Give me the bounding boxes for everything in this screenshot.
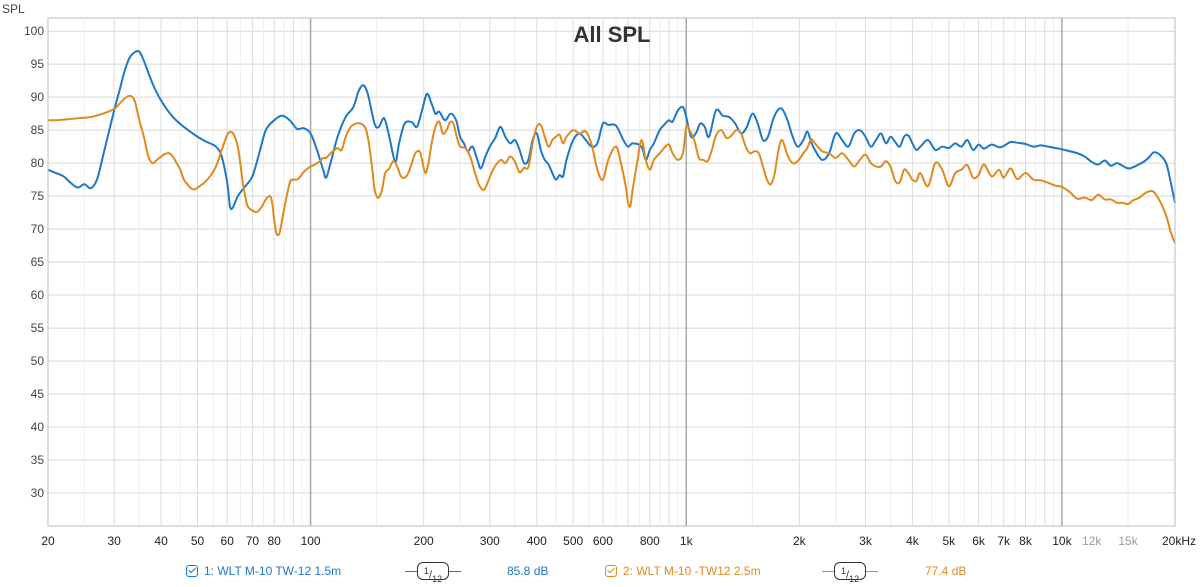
chart-grid xyxy=(47,18,1176,526)
x-tick-label: 600 xyxy=(593,534,613,548)
x-tick-label: 20 xyxy=(41,534,55,548)
x-tick-label: 60 xyxy=(221,534,235,548)
series-1-level-value: 85.8 dB xyxy=(507,564,549,578)
x-tick-label: 100 xyxy=(301,534,321,548)
y-tick-label: 80 xyxy=(31,156,45,170)
y-tick-label: 100 xyxy=(24,24,44,38)
series-2-smoothing-num: 1 xyxy=(841,566,847,576)
series-2-smoothing-den: 12 xyxy=(849,573,860,584)
x-tick-label: 400 xyxy=(527,534,547,548)
x-tick-label: 200 xyxy=(414,534,434,548)
y-tick-label: 50 xyxy=(31,354,45,368)
x-tick-label: 80 xyxy=(267,534,281,548)
x-tick-label: 70 xyxy=(246,534,260,548)
series-1-checkbox[interactable] xyxy=(186,565,198,577)
legend-item-1: 1: WLT M-10 TW-12 1.5m xyxy=(186,561,341,581)
x-tick-label: 3k xyxy=(859,534,873,548)
y-tick-label: 55 xyxy=(31,321,45,335)
x-tick-label: 800 xyxy=(640,534,660,548)
x-tick-label: 10k xyxy=(1052,534,1072,548)
x-tick-label: 50 xyxy=(191,534,205,548)
y-tick-label: 40 xyxy=(31,420,45,434)
series-1-smoothing-num: 1 xyxy=(424,566,430,576)
x-tick-label: 500 xyxy=(563,534,583,548)
y-tick-label: 45 xyxy=(31,387,45,401)
series-1-smoothing-den: 12 xyxy=(432,573,443,584)
y-tick-label: 75 xyxy=(31,189,45,203)
chart-series xyxy=(47,49,1176,244)
chart-title: All SPL xyxy=(573,22,650,47)
series-2-label[interactable]: 2: WLT M-10 -TW12 2.5m xyxy=(623,564,761,578)
y-tick-label: 65 xyxy=(31,255,45,269)
series-1-level: 85.8 dB xyxy=(507,561,548,581)
x-tick-label: 5k xyxy=(942,534,956,548)
spl-chart: 100 95 90 85 80 75 70 65 60 55 50 45 40 35 30 20 30 40 50… xyxy=(2,2,1196,548)
x-tick-label: 15k xyxy=(1118,534,1138,548)
x-tick-label: 4k xyxy=(906,534,920,548)
x-tick-label: 40 xyxy=(154,534,168,548)
x-tick-label: 8k xyxy=(1019,534,1033,548)
plot-frame xyxy=(47,17,1176,527)
series-1-line xyxy=(47,49,1176,211)
y-tick-label: 70 xyxy=(31,222,45,236)
x-tick-label: 7k xyxy=(997,534,1011,548)
y-tick-label: 95 xyxy=(31,57,45,71)
series-2-smoothing[interactable]: 1/12 xyxy=(822,561,879,584)
x-tick-label: 1k xyxy=(680,534,694,548)
x-tick-labels: 20 30 40 50 60 70 80 100 200 300 400 500 600 800 1k 2k 3… xyxy=(41,534,1196,548)
y-tick-label: 85 xyxy=(31,123,45,137)
series-2-level-value: 77.4 dB xyxy=(925,564,967,578)
x-tick-label: 20kHz xyxy=(1162,534,1196,548)
x-tick-label: 30 xyxy=(107,534,121,548)
y-tick-labels: 100 95 90 85 80 75 70 65 60 55 50 45 40 35 30 xyxy=(24,24,44,500)
x-tick-label: 300 xyxy=(480,534,500,548)
y-axis-label: SPL xyxy=(2,2,25,16)
series-2-level: 77.4 dB xyxy=(925,561,966,581)
series-2-checkbox[interactable] xyxy=(605,565,617,577)
y-tick-label: 30 xyxy=(31,486,45,500)
y-tick-label: 60 xyxy=(31,288,45,302)
legend-item-2: 2: WLT M-10 -TW12 2.5m xyxy=(605,561,761,581)
y-tick-label: 35 xyxy=(31,453,45,467)
x-tick-label: 2k xyxy=(793,534,807,548)
series-1-smoothing[interactable]: 1/12 xyxy=(405,561,462,584)
series-2-line xyxy=(47,94,1176,244)
x-tick-label: 12k xyxy=(1082,534,1102,548)
y-tick-label: 90 xyxy=(31,90,45,104)
x-tick-label: 6k xyxy=(972,534,986,548)
series-1-label[interactable]: 1: WLT M-10 TW-12 1.5m xyxy=(204,564,342,578)
